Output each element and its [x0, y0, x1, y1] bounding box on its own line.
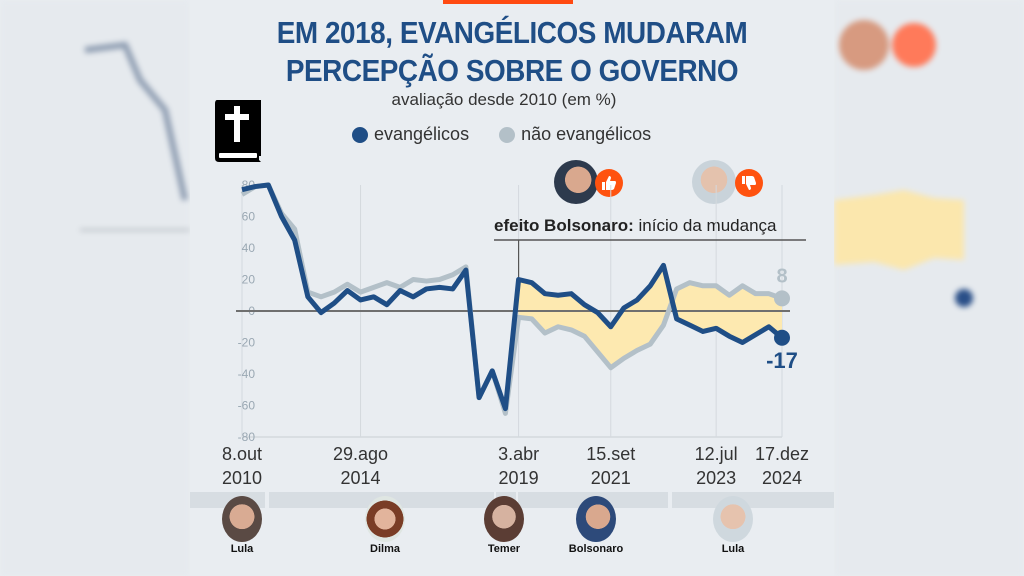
- chart-legend: evangélicos não evangélicos: [352, 124, 681, 145]
- end-label-nao-evangelicos: 8: [776, 265, 787, 287]
- end-label-evangelicos: -17: [766, 348, 798, 373]
- x-tick-year: 2019: [498, 468, 539, 488]
- y-tick-label: 20: [242, 273, 256, 287]
- series-line-evangelicos: [241, 182, 784, 412]
- president-lula-1: Lula: [207, 496, 277, 555]
- president-photo: [713, 496, 753, 542]
- blurred-line: [80, 41, 190, 231]
- president-temer: Temer: [469, 496, 539, 555]
- x-tick-day: 12.jul: [694, 444, 738, 464]
- term-bar-lula-2: [672, 492, 834, 508]
- annotation-text: início da mudança: [633, 216, 777, 235]
- end-point-nao-evangelicos: [774, 290, 790, 307]
- y-tick-label: -40: [238, 367, 256, 381]
- x-tick-label: 12.jul 2023: [681, 443, 751, 489]
- x-tick-year: 2021: [590, 468, 631, 488]
- x-tick-year: 2024: [761, 468, 803, 488]
- bible-icon: [215, 100, 261, 162]
- president-name: Temer: [487, 543, 521, 555]
- difference-fill-area: [518, 265, 782, 368]
- legend-dot-evangelicos: [352, 126, 368, 143]
- x-tick-year: 2010: [221, 468, 263, 488]
- x-tick-day: 29.ago: [333, 444, 389, 464]
- x-tick-label: 8.out 2010: [207, 443, 277, 489]
- president-name: Lula: [721, 543, 745, 555]
- thumbs-up-icon: [595, 169, 623, 197]
- annotation-bold: efeito Bolsonaro:: [494, 216, 634, 235]
- chart-subtitle: avaliação desde 2010 (em %): [391, 90, 617, 109]
- infographic-panel: EM 2018, EVANGÉLICOS MUDARAM PERCEPÇÃO S…: [190, 0, 834, 576]
- x-tick-year: 2014: [340, 468, 381, 488]
- y-tick-label: -60: [238, 399, 256, 413]
- x-tick-label: 17.dez 2024: [747, 443, 817, 489]
- x-tick-day: 3.abr: [498, 444, 540, 464]
- blurred-area: [834, 20, 973, 307]
- lula-avatar: [692, 160, 736, 204]
- y-tick-label: 40: [242, 241, 256, 255]
- legend-dot-nao-evangelicos: [499, 126, 516, 143]
- x-tick-day: 15.set: [586, 444, 636, 464]
- thumbs-down-icon: [735, 169, 763, 197]
- y-tick-label: -20: [238, 336, 256, 350]
- y-tick-label: -80: [238, 430, 256, 444]
- x-tick-label: 15.set 2021: [576, 443, 646, 489]
- title-line-1: EM 2018, EVANGÉLICOS MUDARAM: [276, 15, 748, 50]
- president-name: Bolsonaro: [568, 543, 624, 555]
- president-photo: [484, 496, 524, 542]
- chart-title: EM 2018, EVANGÉLICOS MUDARAM PERCEPÇÃO S…: [222, 14, 802, 90]
- y-tick-label: 60: [242, 210, 256, 224]
- president-name: Dilma: [370, 543, 400, 555]
- end-point-evangelicos: [774, 329, 790, 346]
- legend-label: evangélicos: [374, 124, 470, 144]
- blurred-background-right: [834, 0, 1024, 576]
- president-photo: [222, 496, 262, 542]
- title-line-2: PERCEPÇÃO SOBRE O GOVERNO: [285, 53, 739, 88]
- x-tick-label: 29.ago 2014: [326, 443, 396, 489]
- president-dilma: Dilma: [350, 496, 420, 555]
- x-tick-label: 3.abr 2019: [484, 443, 554, 489]
- president-name: Lula: [230, 543, 254, 555]
- legend-item-nao-evangelicos: não evangélicos: [499, 124, 651, 145]
- x-tick-day: 17.dez: [754, 444, 810, 464]
- bolsonaro-avatar: [554, 160, 598, 204]
- x-tick-year: 2023: [696, 468, 737, 488]
- annotation-efeito-bolsonaro: efeito Bolsonaro: início da mudança: [494, 216, 777, 236]
- president-lula-2: Lula: [698, 496, 768, 555]
- president-photo: [576, 496, 616, 542]
- president-photo: [365, 496, 405, 542]
- president-bolsonaro: Bolsonaro: [561, 496, 631, 555]
- blurred-background-left: [0, 0, 190, 576]
- legend-item-evangelicos: evangélicos: [352, 124, 469, 145]
- legend-label: não evangélicos: [521, 124, 652, 144]
- accent-bar: [443, 0, 573, 4]
- x-tick-day: 8.out: [221, 444, 263, 464]
